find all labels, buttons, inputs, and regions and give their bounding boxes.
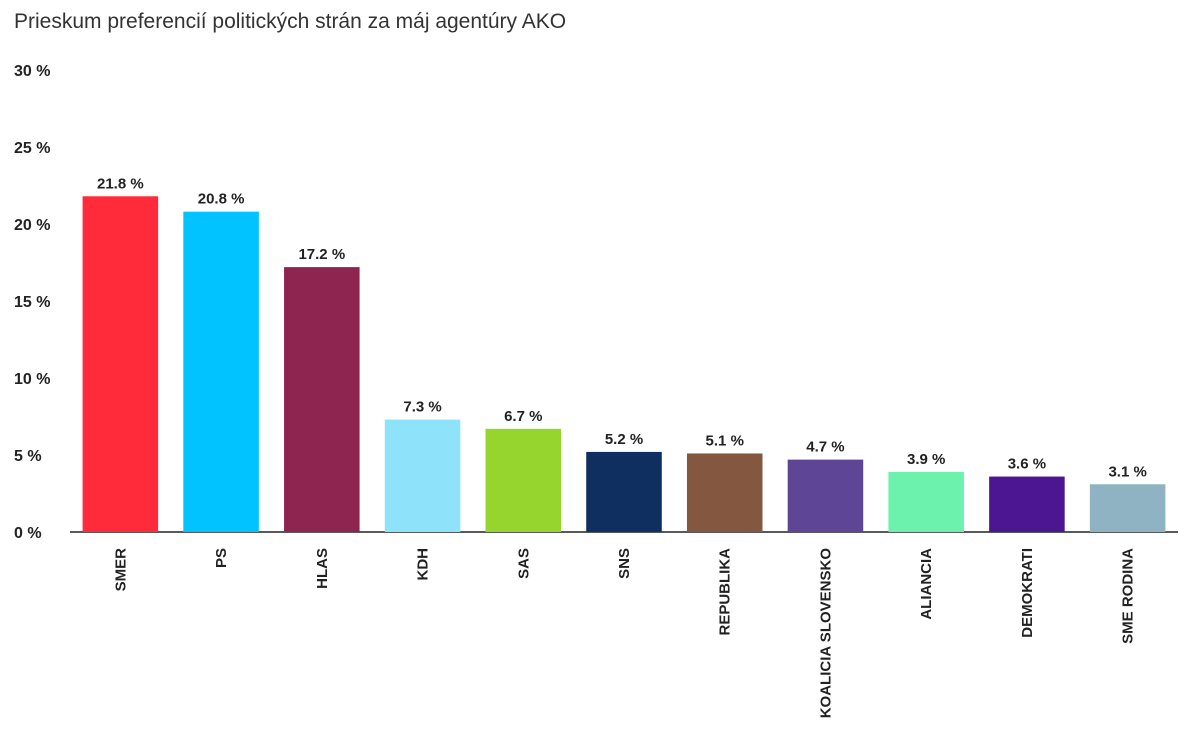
data-label: 3.1 %: [1108, 463, 1146, 480]
x-tick-label: DEMOKRATI: [1019, 548, 1036, 638]
x-tick-label: REPUBLIKA: [717, 548, 734, 636]
bar: [787, 459, 864, 532]
x-tick-label: ALIANCIA: [918, 548, 935, 620]
bar: [989, 476, 1065, 532]
x-tick-label: KOALICIA SLOVENSKO: [817, 548, 834, 719]
y-tick-label: 5 %: [14, 448, 42, 465]
data-label: 17.2 %: [298, 246, 345, 263]
x-tick-label: SME RODINA: [1120, 548, 1137, 644]
x-tick-label: SMER: [112, 548, 129, 592]
bar: [284, 267, 360, 532]
y-tick-label: 15 %: [14, 294, 50, 311]
bar: [384, 419, 461, 532]
bar: [686, 453, 763, 532]
bar: [888, 471, 964, 532]
bars: [82, 196, 1166, 532]
bar: [1089, 484, 1166, 532]
data-label: 7.3 %: [403, 399, 441, 416]
bar: [82, 196, 159, 532]
bar: [586, 451, 662, 532]
x-tick-label: KDH: [415, 548, 432, 581]
y-tick-label: 30 %: [14, 63, 50, 80]
data-labels: 21.8 % 20.8 % 17.2 % 7.3 % 6.7 % 5.2 % 5.1 % 4.…: [97, 175, 1147, 480]
data-label: 3.9 %: [907, 451, 945, 468]
y-tick-label: 10 %: [14, 371, 50, 388]
x-tick-label: HLAS: [314, 548, 331, 589]
chart-title: Prieskum preferencií politických strán z…: [14, 10, 567, 33]
x-axis: SMER PS HLAS KDH SAS SNS REPUBLIKA KOALICIA SLO…: [112, 548, 1136, 719]
bar: [183, 211, 259, 532]
x-tick-label: SNS: [616, 548, 633, 579]
data-label: 4.7 %: [806, 439, 844, 456]
y-tick-label: 0 %: [14, 525, 42, 542]
x-tick-label: PS: [213, 548, 230, 568]
data-label: 21.8 %: [97, 175, 144, 192]
data-label: 5.1 %: [706, 432, 744, 449]
x-tick-label: SAS: [515, 548, 532, 579]
y-tick-label: 20 %: [14, 217, 50, 234]
data-label: 6.7 %: [504, 408, 542, 425]
data-label: 5.2 %: [605, 431, 643, 448]
data-label: 3.6 %: [1008, 456, 1046, 473]
data-label: 20.8 %: [198, 191, 245, 208]
bar: [485, 428, 562, 532]
y-tick-label: 25 %: [14, 140, 50, 157]
y-axis: 0 % 5 % 10 % 15 % 20 % 25 % 30 %: [14, 63, 50, 542]
